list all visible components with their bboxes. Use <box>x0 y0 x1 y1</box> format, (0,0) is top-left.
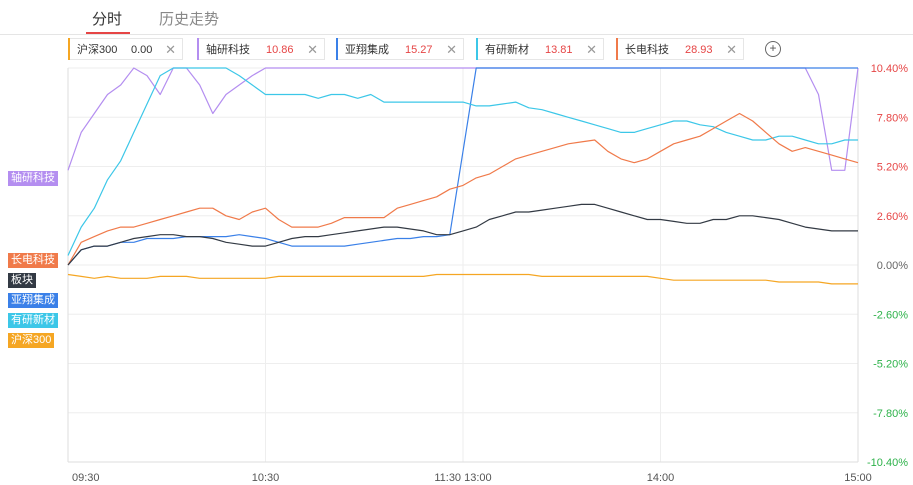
tab-history[interactable]: 历史走势 <box>159 11 220 28</box>
stock-value: 10.86 <box>266 44 294 56</box>
tab-divider <box>0 34 913 35</box>
y-tick-label: 5.20% <box>877 162 908 174</box>
series-line <box>67 273 858 285</box>
stock-value: 13.81 <box>545 44 573 56</box>
stock-color-swatch <box>197 38 199 60</box>
y-tick-label: -10.40% <box>867 457 908 469</box>
stock-color-swatch <box>476 38 478 60</box>
stock-chip[interactable]: 有研新材 13.81 ✕ <box>476 38 604 60</box>
y-tick-label: -2.60% <box>873 309 908 321</box>
close-icon[interactable]: ✕ <box>307 42 318 57</box>
stock-name: 轴研科技 <box>206 44 250 56</box>
stock-value: 0.00 <box>131 44 153 56</box>
stock-name: 长电科技 <box>625 44 669 56</box>
stock-color-swatch <box>616 38 618 60</box>
y-tick-label: 7.80% <box>877 112 908 124</box>
active-tab-indicator <box>86 32 130 34</box>
x-tick-label: 11:30 13:00 <box>434 472 491 484</box>
series-label: 长电科技 <box>8 253 58 268</box>
series-line <box>67 67 858 256</box>
y-tick-label: -5.20% <box>873 359 908 371</box>
stock-value: 15.27 <box>405 44 433 56</box>
stock-chip[interactable]: 沪深300 0.00 ✕ <box>68 38 183 60</box>
tab-bar: 分时 历史走势 <box>0 0 913 35</box>
y-tick-label: -7.80% <box>873 408 908 420</box>
series-label: 轴研科技 <box>8 171 58 186</box>
series-label: 亚翔集成 <box>8 293 58 308</box>
x-tick-label: 14:00 <box>647 472 675 484</box>
series-label: 板块 <box>8 273 36 288</box>
stock-name: 亚翔集成 <box>345 44 389 56</box>
y-tick-label: 2.60% <box>877 211 908 223</box>
y-tick-label: 0.00% <box>877 260 908 272</box>
stock-chip[interactable]: 亚翔集成 15.27 ✕ <box>336 38 464 60</box>
x-tick-label: 10:30 <box>252 472 280 484</box>
close-icon[interactable]: ✕ <box>165 42 176 57</box>
tab-intraday[interactable]: 分时 <box>92 11 123 28</box>
close-icon[interactable]: ✕ <box>446 42 457 57</box>
stock-name: 沪深300 <box>77 44 118 56</box>
y-tick-label: 10.40% <box>871 63 909 75</box>
close-icon[interactable]: ✕ <box>726 42 737 57</box>
stock-value: 28.93 <box>685 44 713 56</box>
series-line <box>67 203 858 266</box>
stock-color-swatch <box>68 38 70 60</box>
stock-chip[interactable]: 轴研科技 10.86 ✕ <box>197 38 325 60</box>
stock-name: 有研新材 <box>485 44 529 56</box>
series-label: 沪深300 <box>8 333 55 348</box>
x-tick-label: 15:00 <box>844 472 872 484</box>
series-line <box>67 112 859 266</box>
stock-color-swatch <box>336 38 338 60</box>
close-icon[interactable]: ✕ <box>586 42 597 57</box>
series-label: 有研新材 <box>8 313 58 328</box>
plus-circle-icon[interactable]: + <box>765 41 781 57</box>
stock-chip[interactable]: 长电科技 28.93 ✕ <box>616 38 744 60</box>
x-tick-label: 09:30 <box>72 472 100 484</box>
